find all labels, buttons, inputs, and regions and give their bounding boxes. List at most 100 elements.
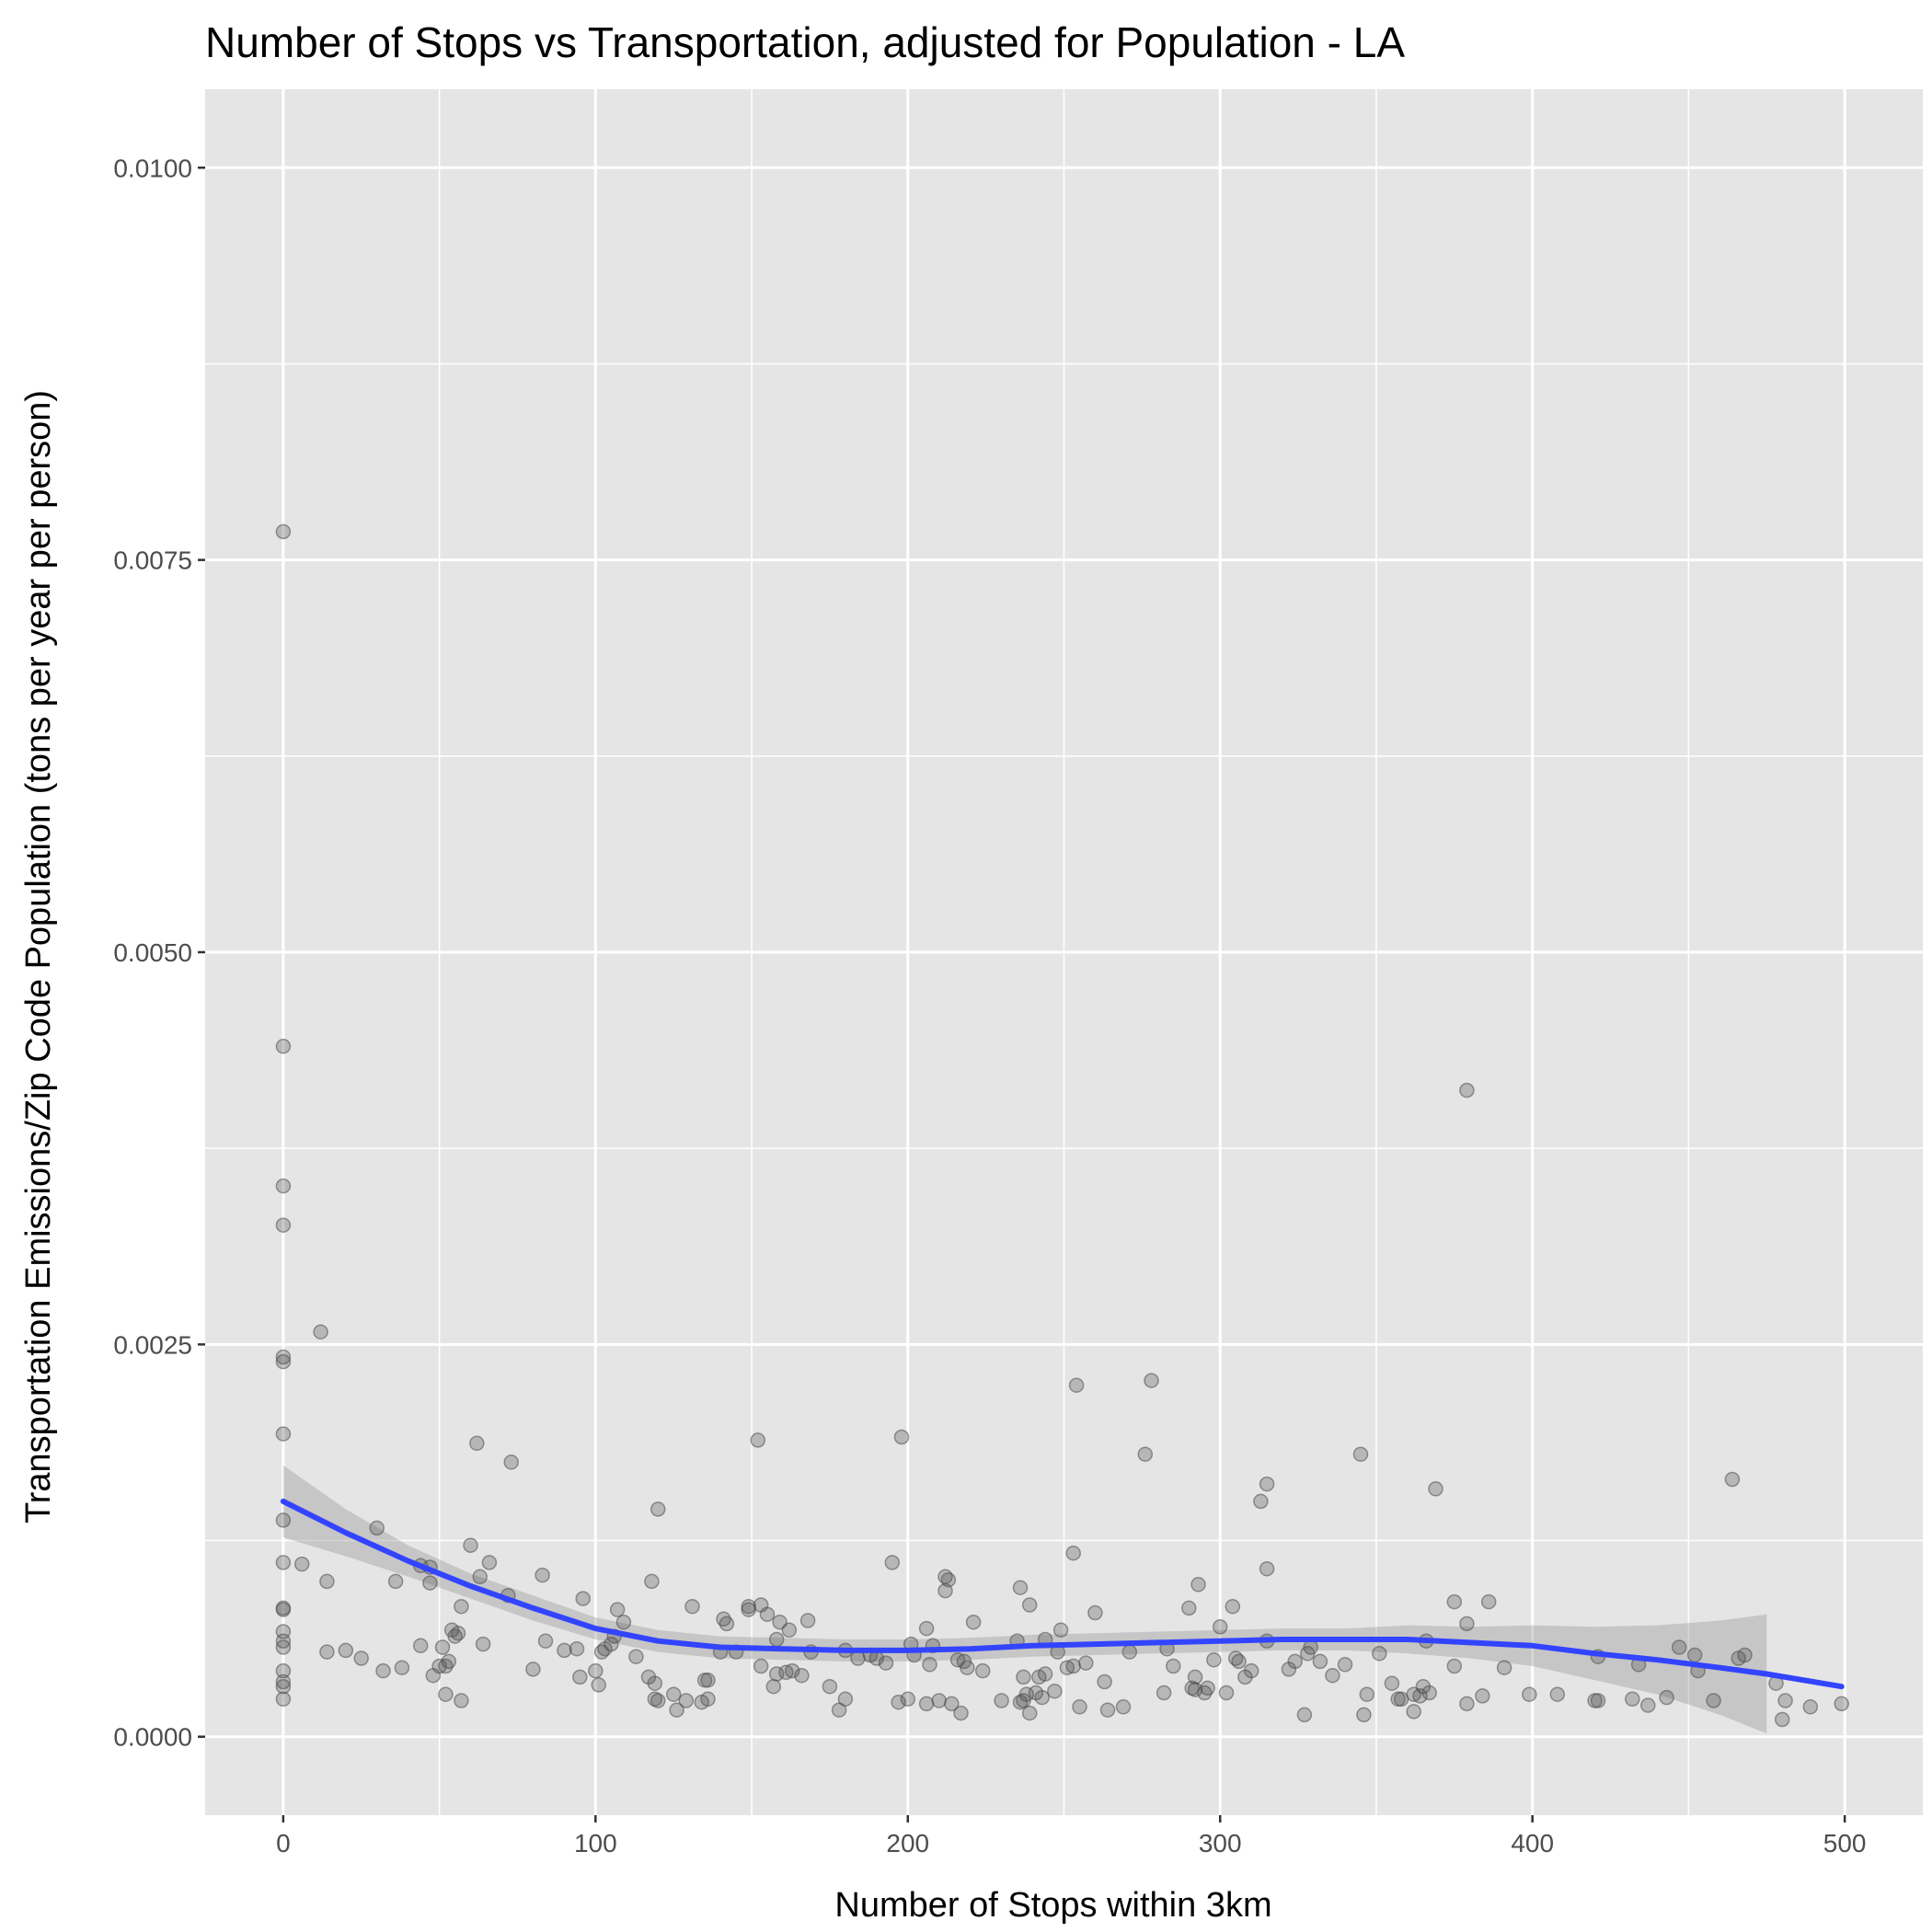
scatter-point [759, 1606, 776, 1622]
scatter-point [535, 1567, 550, 1583]
scatter-point [1625, 1691, 1640, 1708]
scatter-point [1072, 1699, 1087, 1715]
scatter-point [1181, 1600, 1197, 1616]
scatter-point [1356, 1707, 1372, 1723]
scatter-point [1099, 1702, 1116, 1718]
x-tick-label: 100 [574, 1829, 617, 1857]
scatter-point [588, 1662, 604, 1679]
scatter-point [1459, 1082, 1475, 1098]
scatter-point [1087, 1604, 1103, 1621]
scatter-point [1200, 1680, 1215, 1696]
scatter-point [850, 1650, 866, 1666]
scatter-point [1337, 1657, 1353, 1673]
scatter-point [965, 1614, 982, 1630]
scatter-point [275, 1426, 292, 1442]
scatter-point [475, 1636, 491, 1652]
scatter-point [1325, 1667, 1340, 1684]
scatter-point [525, 1662, 541, 1677]
x-tick-label: 400 [1511, 1829, 1554, 1857]
scatter-point [753, 1658, 769, 1674]
scatter-point [275, 1662, 292, 1679]
scatter-point [1428, 1481, 1443, 1497]
scatter-point [765, 1678, 782, 1695]
scatter-point [1834, 1696, 1849, 1712]
scatter-point [275, 1639, 292, 1655]
scatter-point [472, 1569, 488, 1585]
x-axis-title: Number of Stops within 3km [834, 1886, 1271, 1925]
scatter-point [557, 1642, 572, 1659]
scatter-point [1037, 1666, 1053, 1682]
scatter-point [1296, 1707, 1313, 1723]
scatter-point [1372, 1646, 1387, 1662]
y-axis-ticks: 0.0000 0.0025 0.0050 0.0075 0.0100 [113, 154, 205, 1752]
scatter-point [604, 1636, 619, 1652]
scatter-point [700, 1673, 716, 1688]
scatter-point [922, 1657, 937, 1673]
scatter-point [319, 1644, 335, 1660]
scatter-point [647, 1675, 663, 1691]
scatter-point [353, 1650, 369, 1666]
scatter-point [422, 1575, 438, 1591]
scatter-point [463, 1537, 478, 1553]
scatter-point [644, 1573, 660, 1590]
scatter-point [741, 1598, 756, 1615]
scatter-point [1231, 1653, 1247, 1670]
scatter-point [1187, 1669, 1203, 1685]
scatter-point [700, 1691, 716, 1708]
scatter-point [878, 1655, 894, 1671]
scatter-point [799, 1613, 816, 1628]
scatter-point [1393, 1691, 1409, 1708]
scatter-point [275, 1691, 292, 1708]
scatter-point [1412, 1688, 1428, 1704]
scatter-point [275, 523, 292, 540]
y-tick-label: 0.0000 [113, 1723, 192, 1752]
smooth-trend-line [280, 1498, 1845, 1690]
y-tick-label: 0.0025 [113, 1330, 192, 1359]
scatter-point [1012, 1580, 1029, 1595]
scatter-point [719, 1616, 735, 1632]
scatter-point [434, 1639, 451, 1655]
scatter-point [1480, 1593, 1497, 1610]
scatter-point [1352, 1446, 1369, 1462]
scatter-point [1018, 1686, 1035, 1702]
y-tick-label: 0.0100 [113, 154, 192, 182]
scatter-point [1459, 1696, 1475, 1712]
scatter-point [1137, 1446, 1154, 1462]
scatter-point [1121, 1644, 1138, 1660]
scatter-point [1166, 1658, 1181, 1674]
scatter-point [684, 1598, 700, 1615]
scatter-point [1065, 1658, 1081, 1674]
scatter-point [1287, 1653, 1303, 1670]
scatter-point [1640, 1697, 1656, 1713]
scatter-point [275, 1602, 292, 1617]
scatter-point [650, 1693, 666, 1708]
scatter-point [503, 1455, 519, 1470]
scatter-point [1384, 1675, 1400, 1691]
scatter-point [1115, 1699, 1132, 1715]
scatter-point [628, 1649, 644, 1664]
scatter-point [275, 1178, 292, 1194]
scatter-point [944, 1696, 960, 1712]
scatter-point [931, 1693, 947, 1708]
scatter-point [537, 1633, 554, 1649]
scatter-point [1303, 1639, 1318, 1655]
scatter-point [918, 1696, 935, 1712]
x-tick-label: 500 [1823, 1829, 1867, 1857]
scatter-point [1706, 1693, 1721, 1708]
scatter-point [569, 1640, 585, 1657]
scatter-point [837, 1691, 854, 1708]
scatter-point [293, 1556, 310, 1572]
scatter-point [609, 1602, 626, 1617]
scatter-point [1777, 1693, 1793, 1708]
scatter-point [275, 1039, 292, 1054]
scatter-point [900, 1691, 916, 1708]
scatter-point [1212, 1619, 1228, 1635]
scatter-point [1034, 1689, 1050, 1706]
scatter-point [1737, 1647, 1753, 1663]
scatter-point [1724, 1471, 1741, 1488]
y-tick-label: 0.0050 [113, 938, 192, 967]
scatter-point [1359, 1686, 1375, 1702]
scatter-point [1144, 1373, 1159, 1388]
scatter-point [669, 1702, 684, 1718]
scatter-point [918, 1620, 935, 1637]
